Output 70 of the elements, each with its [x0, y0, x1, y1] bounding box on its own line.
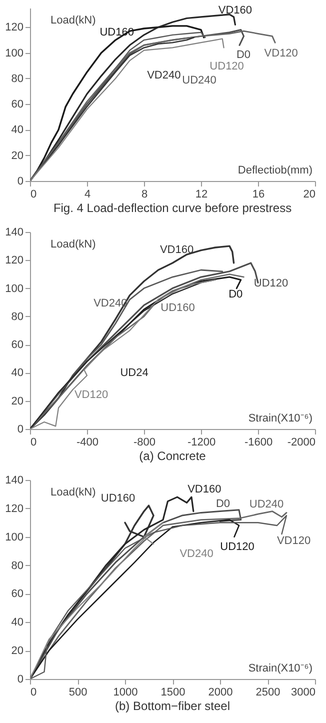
- y-tick-label: 80: [11, 72, 24, 85]
- x-tick-label: -400: [76, 436, 99, 448]
- y-tick-label: 100: [5, 531, 24, 544]
- series-label: UD120: [210, 60, 244, 73]
- series-label: D0: [236, 49, 251, 62]
- y-tick-label: 100: [5, 47, 24, 60]
- y-tick-label: 120: [5, 502, 24, 515]
- x-axis-title: Strain(X10⁻⁶): [248, 412, 312, 424]
- y-axis-title: Load(kN): [50, 486, 96, 498]
- x-tick-label: 20: [303, 188, 316, 200]
- text: (b) Bottom−fiber steel: [114, 699, 230, 713]
- series-label: UD120: [220, 540, 254, 553]
- x-tick-label: -1200: [187, 436, 216, 448]
- series-label: VD160: [218, 4, 252, 17]
- series-label: VD120: [264, 48, 298, 60]
- series-label: VD120: [276, 535, 311, 548]
- x-tick-label: 4: [84, 188, 91, 200]
- series-label: VD160: [160, 244, 194, 256]
- series-label: D0: [228, 288, 243, 300]
- x-axis-title: Deflectiob(mm): [238, 164, 312, 176]
- y-tick-label: 80: [11, 310, 24, 323]
- y-tick-label: 0: [17, 176, 24, 188]
- y-tick-label: 20: [11, 395, 24, 408]
- x-tick-label: 500: [68, 686, 88, 698]
- series-label: VD160: [188, 483, 222, 496]
- y-tick-label: 40: [11, 616, 24, 629]
- y-tick-label: 0: [17, 674, 24, 686]
- x-tick-label: 8: [141, 188, 148, 200]
- text: VD240: [180, 548, 214, 560]
- y-tick-label: 60: [11, 339, 24, 352]
- series-label: VD240: [147, 69, 181, 82]
- series-label: UD120: [254, 278, 288, 290]
- y-tick-label: 120: [5, 22, 24, 34]
- y-tick-label: 120: [5, 254, 24, 267]
- series-label: UD160: [100, 492, 136, 505]
- text: (a) Concrete: [139, 449, 206, 463]
- y-tick-label: 140: [5, 474, 24, 486]
- y-tick-label: 40: [11, 124, 24, 136]
- y-axis-title: Load(kN): [50, 238, 96, 250]
- y-axis-title: Load(kN): [50, 14, 96, 26]
- text: Fig. 4 Load-deflection curve before prestress: [53, 201, 292, 215]
- series-label: UD240: [249, 498, 284, 511]
- x-tick-label: 12: [195, 188, 208, 200]
- x-tick-label: 1000: [113, 686, 138, 698]
- series-label: D0: [216, 498, 230, 510]
- series-label: VD120: [74, 388, 108, 401]
- x-tick-label: 1500: [160, 686, 186, 698]
- x-tick-label: 0: [30, 188, 37, 200]
- y-tick-label: 100: [5, 282, 24, 295]
- y-tick-label: 60: [11, 98, 24, 111]
- y-tick-label: 80: [11, 560, 24, 572]
- text: UD240: [182, 74, 216, 86]
- x-tick-label: 2500: [256, 686, 280, 698]
- y-tick-label: 60: [11, 588, 24, 600]
- series-label: UD160: [160, 302, 195, 314]
- x-tick-label: -800: [133, 436, 156, 448]
- x-tick-label: 2000: [208, 686, 233, 698]
- x-axis-title: Strain(X10⁻⁶): [248, 662, 312, 674]
- y-tick-label: 20: [11, 150, 24, 162]
- y-tick-label: 140: [5, 226, 24, 238]
- x-tick-label: 16: [252, 188, 265, 200]
- y-tick-label: 0: [17, 424, 24, 436]
- x-tick-label: 0: [30, 436, 37, 448]
- y-tick-label: 20: [11, 645, 24, 658]
- x-tick-label: 3000: [291, 686, 316, 698]
- y-tick-label: 40: [11, 367, 24, 380]
- x-tick-label: 0: [30, 686, 37, 698]
- x-tick-label: -2000: [287, 436, 316, 448]
- text: UD24: [120, 366, 148, 379]
- x-tick-label: -1600: [244, 436, 273, 448]
